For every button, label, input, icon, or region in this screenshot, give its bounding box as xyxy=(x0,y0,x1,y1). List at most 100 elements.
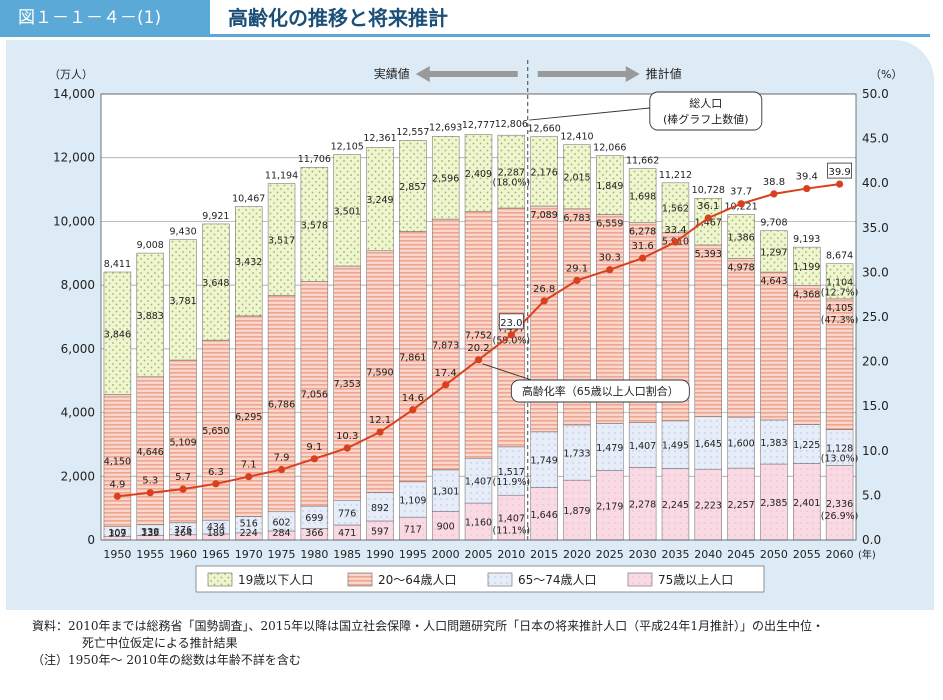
x-tick-label: 1970 xyxy=(235,548,263,561)
x-tick-label: 1985 xyxy=(333,548,361,561)
aging-rate-label: 39.9 xyxy=(828,167,850,178)
aging-rate-point xyxy=(442,381,450,389)
total-label: 9,430 xyxy=(169,227,196,238)
bar-20-64 xyxy=(202,339,230,521)
x-tick-label: 2020 xyxy=(563,548,591,561)
y-tick-label: 6,000 xyxy=(61,342,95,356)
aging-rate-label: 33.4 xyxy=(664,225,686,236)
label-65-74: 1,517 xyxy=(498,467,525,478)
legend-swatch xyxy=(207,572,233,587)
label-20-64: 7,861 xyxy=(399,353,426,364)
aging-rate-point xyxy=(639,254,647,262)
label-75plus: 366 xyxy=(305,528,323,539)
bar-75plus xyxy=(760,463,788,541)
bar-65-74 xyxy=(825,429,854,466)
label-65-74: 1,128 xyxy=(826,444,853,455)
label-20-64: 4,368 xyxy=(793,289,820,300)
total-label: 12,806 xyxy=(495,119,528,130)
label-under19: 1,297 xyxy=(760,247,787,258)
aging-rate-label: 7.9 xyxy=(274,453,290,464)
x-tick-label: 1955 xyxy=(136,548,164,561)
label-under19: 3,249 xyxy=(366,195,393,206)
x-tick-label: 2035 xyxy=(661,548,689,561)
aging-rate-label: 17.4 xyxy=(435,368,457,379)
total-callout-line2: (棒グラフ上数値) xyxy=(663,112,749,126)
x-tick-label: 2015 xyxy=(530,548,558,561)
label-under19: 3,648 xyxy=(202,278,229,289)
bar-65-74 xyxy=(497,446,526,496)
label-75plus: 1,646 xyxy=(531,510,558,521)
x-tick-label: 2045 xyxy=(727,548,755,561)
x-tick-label: 2060 xyxy=(826,548,854,561)
x-tick-label: 2025 xyxy=(596,548,624,561)
bar-under19 xyxy=(661,182,690,233)
bar-under19 xyxy=(497,134,526,209)
label-75plus: 1,160 xyxy=(465,518,492,529)
label-65-74: 338 xyxy=(141,527,159,538)
aging-rate-label: 23.0 xyxy=(500,318,522,329)
legend-label: 75歳以上人口 xyxy=(658,573,733,587)
y-tick-label: 8,000 xyxy=(61,278,95,292)
total-label: 12,693 xyxy=(429,123,462,134)
label-65-74: 516 xyxy=(240,518,258,529)
total-label: 12,777 xyxy=(462,120,495,131)
label-65-74: 1,109 xyxy=(399,495,426,506)
label-75plus: 2,278 xyxy=(629,500,656,511)
bar-under19 xyxy=(300,167,329,282)
label-under19: 2,596 xyxy=(432,174,459,185)
aging-rate-label: 30.3 xyxy=(599,253,621,264)
bar-20-64 xyxy=(825,298,854,430)
label-75plus: 164 xyxy=(174,528,192,539)
total-label: 9,921 xyxy=(202,211,229,222)
share-label: (11.9%) xyxy=(493,477,531,488)
total-label: 12,557 xyxy=(396,127,429,138)
bar-75plus xyxy=(628,467,657,541)
rate-callout-box xyxy=(510,379,690,403)
bar-20-64 xyxy=(103,394,132,527)
total-label: 9,193 xyxy=(793,234,820,245)
aging-rate-label: 31.6 xyxy=(631,241,653,252)
label-65-74: 1,645 xyxy=(695,439,722,450)
x-tick-label: 1980 xyxy=(300,548,328,561)
bar-under19 xyxy=(399,140,427,232)
label-20-64: 6,786 xyxy=(268,400,295,411)
aging-rate-label: 5.7 xyxy=(175,472,191,483)
aging-rate-label-box xyxy=(827,162,852,179)
aging-rate-point xyxy=(835,180,844,188)
share-label: (18.0%) xyxy=(493,178,531,189)
label-under19: 3,432 xyxy=(235,257,262,268)
aging-rate-point xyxy=(277,465,286,474)
aging-rate-point xyxy=(179,485,187,493)
label-75plus: 2,385 xyxy=(760,498,787,509)
actual-label: 実績値 xyxy=(374,66,410,81)
aging-rate-point xyxy=(737,200,745,208)
label-20-64: 4,643 xyxy=(760,276,787,287)
bar-under19 xyxy=(103,271,132,395)
aging-rate-point xyxy=(212,480,220,488)
label-75plus: 2,401 xyxy=(793,498,820,509)
y2-tick-label: 40.0 xyxy=(862,176,889,190)
actual-arrow xyxy=(415,66,518,82)
total-label: 12,105 xyxy=(331,141,364,152)
bar-65-74 xyxy=(727,416,755,469)
bar-20-64 xyxy=(431,218,460,471)
total-label: 12,066 xyxy=(593,143,626,154)
aging-rate-point xyxy=(704,214,712,222)
label-under19: 1,199 xyxy=(793,262,820,273)
total-label: 12,361 xyxy=(363,133,396,144)
aging-rate-point xyxy=(540,297,548,305)
aging-rate-label: 9.1 xyxy=(306,442,322,453)
aging-rate-label: 7.1 xyxy=(241,460,257,471)
y2-tick-label: 50.0 xyxy=(862,87,889,101)
aging-rate-point xyxy=(245,473,253,481)
y-tick-label: 12,000 xyxy=(53,151,95,165)
bar-20-64 xyxy=(169,359,197,524)
label-75plus: 2,223 xyxy=(695,501,722,512)
total-label: 8,674 xyxy=(826,251,853,262)
bar-20-64 xyxy=(300,281,329,507)
label-20-64: 4,978 xyxy=(728,263,755,274)
label-under19: 2,015 xyxy=(563,173,590,184)
aging-rate-point xyxy=(376,428,384,436)
bar-under19 xyxy=(825,263,854,300)
projected-arrow xyxy=(537,66,640,82)
